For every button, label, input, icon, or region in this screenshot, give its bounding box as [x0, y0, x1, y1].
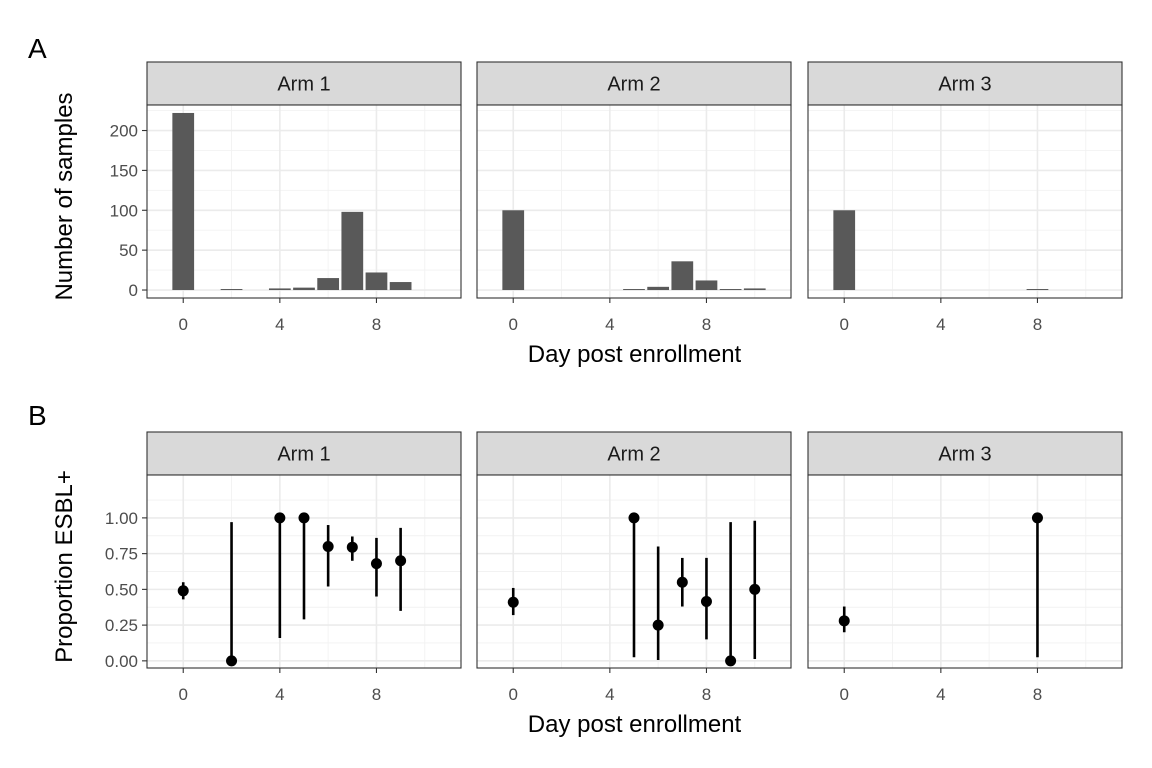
- panel-background: [477, 105, 791, 298]
- x-tick-label: 4: [936, 685, 945, 704]
- point: [749, 583, 761, 595]
- facet-arm-1: Arm 1 0 4 8 0 50 100 150 200: [110, 61, 462, 334]
- point: [226, 655, 238, 667]
- facet-strip: [146, 431, 462, 476]
- y-tick-label: 50: [119, 241, 138, 260]
- y-tick-label: 150: [110, 161, 138, 180]
- bar: [502, 210, 525, 291]
- panel-border: [807, 474, 1123, 669]
- bar: [647, 286, 670, 291]
- point: [322, 540, 334, 552]
- x-tick-label: 4: [605, 315, 614, 334]
- y-tick-label: 0.25: [105, 616, 138, 635]
- point: [1031, 512, 1043, 524]
- bar: [341, 211, 364, 291]
- facet-arm-2: Arm 2 0 4 8: [476, 61, 792, 334]
- y-axis-title: Proportion ESBL+: [51, 470, 78, 663]
- point: [838, 615, 850, 627]
- point: [628, 512, 640, 524]
- bar: [172, 112, 195, 291]
- chart-A: A Arm 1 0 4 8 0 50 100 150 200 Arm 2 0 4 8 Arm 3 0 4 8 Day…: [28, 33, 1123, 368]
- bar: [833, 210, 856, 291]
- point: [725, 655, 737, 667]
- bar: [220, 289, 243, 291]
- x-tick-label: 0: [508, 685, 517, 704]
- point: [177, 585, 189, 597]
- y-tick-label: 0.50: [105, 580, 138, 599]
- x-tick-label: 8: [372, 315, 381, 334]
- facet-arm-2: Arm 2 0 4 8: [476, 431, 792, 704]
- facet-arm-3: Arm 3 0 4 8: [807, 61, 1123, 334]
- y-tick-label: 1.00: [105, 509, 138, 528]
- facet-label: Arm 3: [938, 74, 991, 96]
- panel-background: [808, 105, 1122, 298]
- x-tick-label: 4: [275, 315, 284, 334]
- point: [395, 555, 407, 567]
- x-tick-label: 4: [936, 315, 945, 334]
- bar: [623, 289, 645, 291]
- bar: [293, 287, 315, 291]
- facet-label: Arm 2: [607, 444, 660, 466]
- point: [507, 596, 519, 608]
- panel-tag: B: [28, 400, 47, 431]
- bar: [743, 288, 766, 291]
- facet-label: Arm 2: [607, 74, 660, 96]
- x-tick-label: 4: [605, 685, 614, 704]
- y-tick-label: 0.75: [105, 545, 138, 564]
- point: [652, 619, 664, 631]
- x-axis-title: Day post enrollment: [528, 341, 742, 368]
- facet-label: Arm 3: [938, 444, 991, 466]
- x-tick-label: 8: [1033, 315, 1042, 334]
- panel-border: [476, 104, 792, 299]
- point: [370, 558, 382, 570]
- x-tick-label: 4: [275, 685, 284, 704]
- bar: [671, 261, 694, 291]
- point: [298, 512, 310, 524]
- y-axis-title: Number of samples: [51, 92, 78, 300]
- y-tick-label: 200: [110, 122, 138, 141]
- panel-tag: A: [28, 33, 47, 64]
- panel-border: [146, 104, 462, 299]
- panel-border: [807, 104, 1123, 299]
- bar: [317, 278, 340, 291]
- point: [274, 512, 286, 524]
- point: [346, 541, 358, 553]
- x-tick-label: 0: [178, 315, 187, 334]
- panel-border: [146, 474, 462, 669]
- x-tick-label: 0: [839, 315, 848, 334]
- facet-strip: [476, 431, 792, 476]
- x-tick-label: 0: [839, 685, 848, 704]
- bar: [365, 272, 388, 291]
- bar: [719, 289, 742, 291]
- x-tick-label: 0: [178, 685, 187, 704]
- panel-background: [147, 105, 461, 298]
- x-tick-label: 8: [1033, 685, 1042, 704]
- facet-strip: [476, 61, 792, 106]
- facet-label: Arm 1: [277, 74, 330, 96]
- x-tick-label: 8: [372, 685, 381, 704]
- bar: [389, 282, 412, 291]
- bar: [695, 280, 718, 291]
- y-tick-label: 0.00: [105, 652, 138, 671]
- facet-label: Arm 1: [277, 444, 330, 466]
- point: [676, 576, 688, 588]
- x-tick-label: 8: [702, 315, 711, 334]
- facet-strip: [807, 61, 1123, 106]
- facet-strip: [146, 61, 462, 106]
- x-axis-title: Day post enrollment: [528, 711, 742, 738]
- bar: [268, 288, 291, 291]
- x-tick-label: 0: [508, 315, 517, 334]
- facet-strip: [807, 431, 1123, 476]
- bar: [1026, 289, 1049, 291]
- facet-arm-3: Arm 3 0 4 8: [807, 431, 1123, 704]
- y-tick-label: 0: [129, 281, 138, 300]
- panel-border: [476, 474, 792, 669]
- point: [700, 596, 712, 608]
- x-tick-label: 8: [702, 685, 711, 704]
- facet-arm-1: Arm 1 0 4 8 0.00 0.25 0.50 0.75 1.00: [105, 431, 462, 704]
- y-tick-label: 100: [110, 201, 138, 220]
